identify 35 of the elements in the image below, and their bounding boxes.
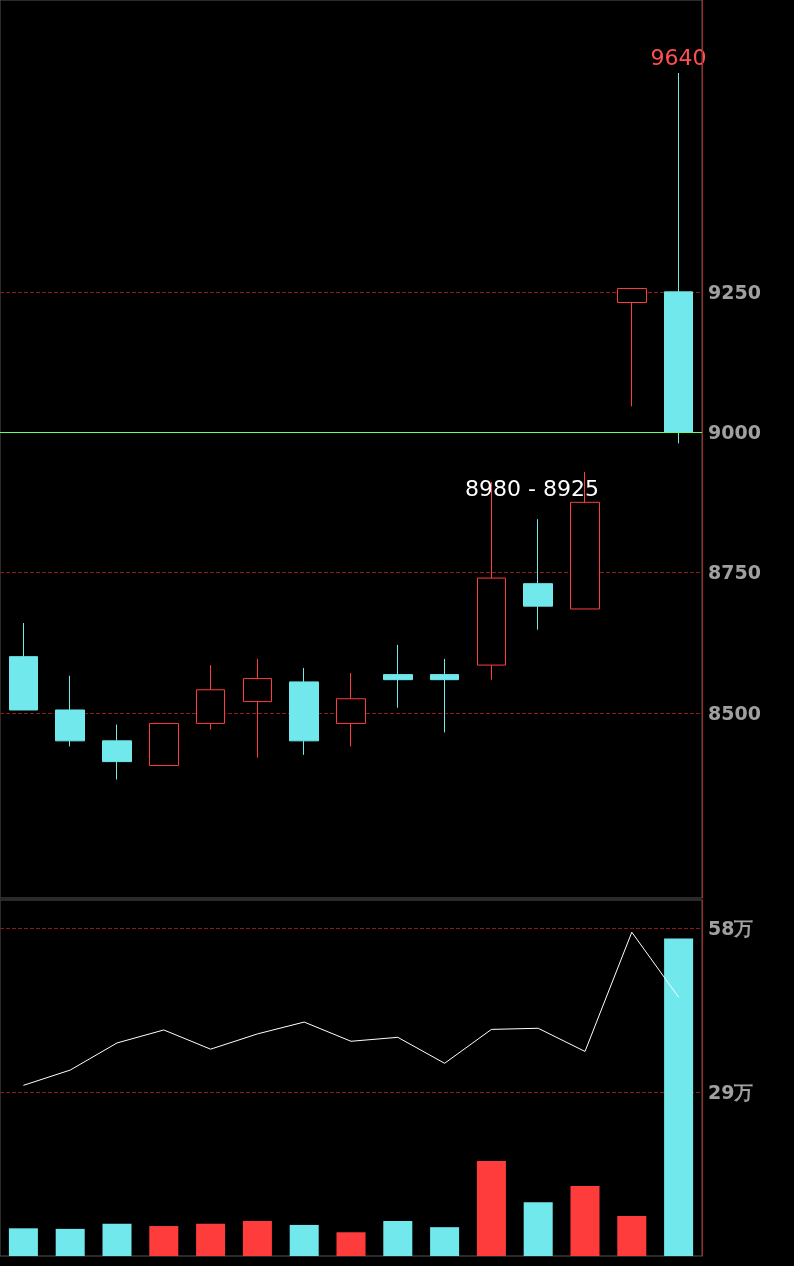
- candlestick: [523, 518, 553, 631]
- candlestick: [243, 658, 272, 759]
- bar: [383, 1220, 413, 1256]
- y-tick-label: 58万: [708, 917, 754, 940]
- candlestick: [664, 72, 693, 444]
- bar: [476, 1161, 506, 1256]
- bar: [242, 1220, 272, 1256]
- y-tick-label: 8750: [708, 561, 761, 584]
- bar: [196, 1223, 226, 1256]
- candlestick: [55, 675, 85, 747]
- y-tick-label: 29万: [708, 1081, 754, 1104]
- bar: [289, 1224, 319, 1256]
- candlestick: [289, 667, 319, 756]
- candlestick: [430, 658, 459, 733]
- bar: [617, 1215, 647, 1256]
- bar: [570, 1185, 600, 1256]
- y-tick-label: 8500: [708, 701, 761, 724]
- bar: [523, 1202, 553, 1256]
- candlestick: [383, 644, 413, 709]
- bar: [336, 1232, 366, 1256]
- bar: [102, 1223, 132, 1256]
- y-tick-label: 9000: [708, 421, 761, 444]
- candlestick: [617, 287, 647, 407]
- line-series: [22, 931, 680, 1086]
- y-tick-label: 9250: [708, 280, 761, 303]
- candlestick: [336, 672, 366, 747]
- bar: [149, 1226, 179, 1256]
- bar: [430, 1227, 460, 1256]
- bar: [664, 938, 694, 1256]
- candlestick: [102, 724, 132, 781]
- candlestick: [149, 722, 179, 767]
- bar: [8, 1228, 38, 1256]
- candlestick: [196, 664, 225, 731]
- bar: [55, 1228, 85, 1256]
- candlestick: [9, 622, 38, 711]
